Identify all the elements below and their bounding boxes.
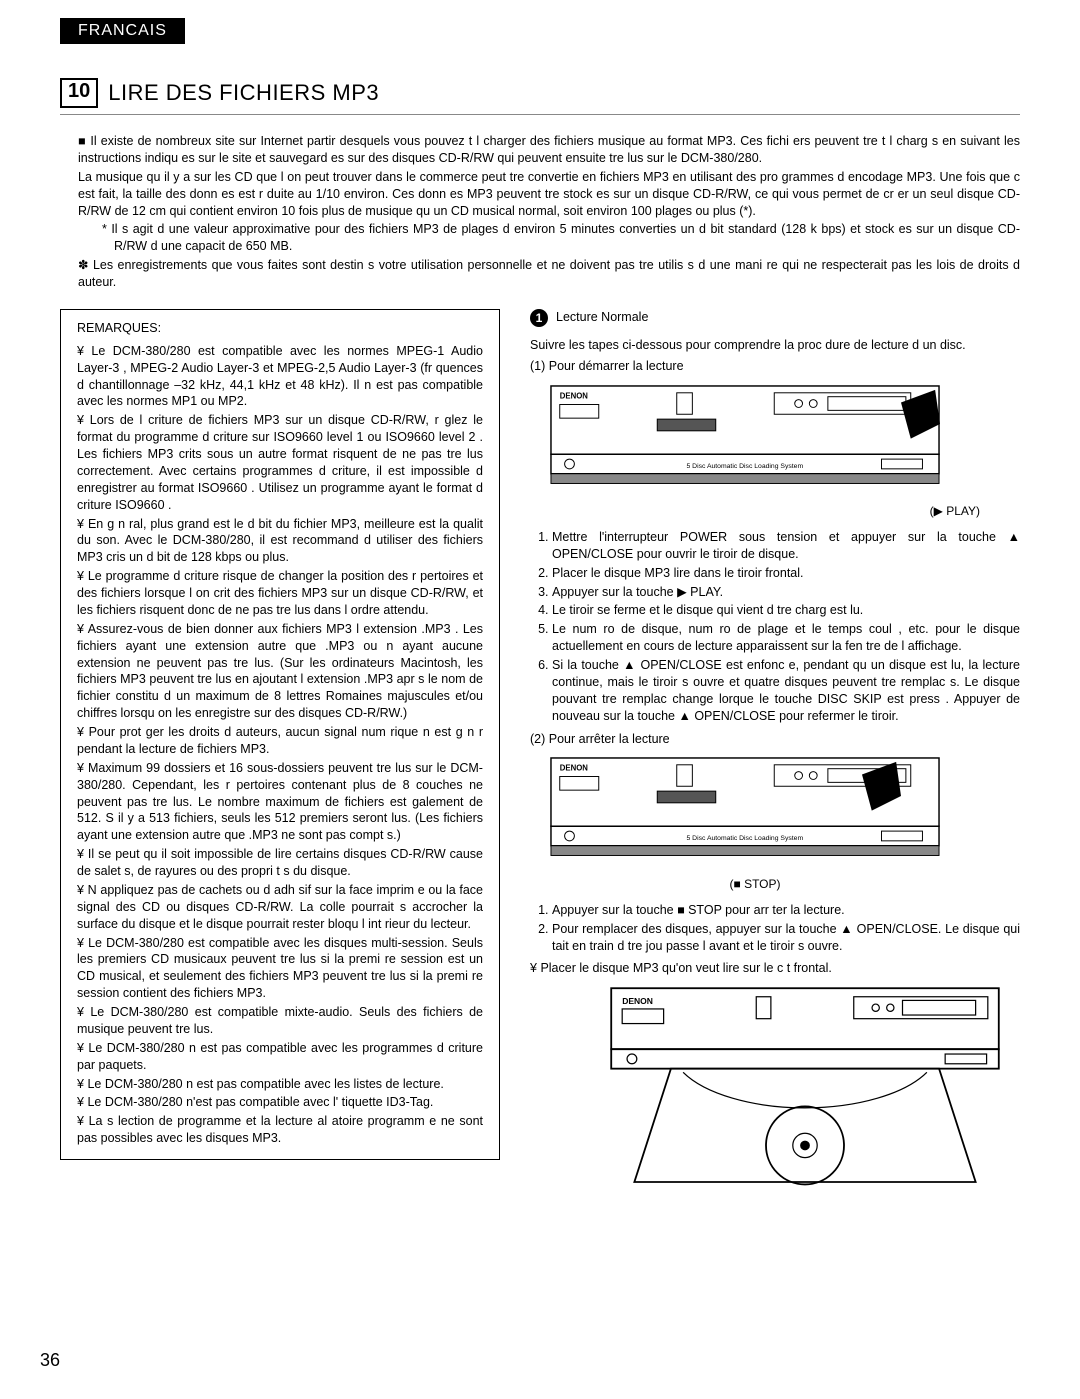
substep-2-label: (2) Pour arrêter la lecture <box>530 731 1020 748</box>
remark-item: En g n ral, plus grand est le d bit du f… <box>77 516 483 567</box>
intro-star-note: * Il s agit d une valeur approximative p… <box>114 221 1020 255</box>
intro-p1b: La musique qu il y a sur les CD que l on… <box>78 169 1020 220</box>
step-item: Placer le disque MP3 lire dans le tiroir… <box>552 565 1020 582</box>
remark-item: Le DCM-380/280 est compatible avec les n… <box>77 343 483 411</box>
step-item: Appuyer sur la touche ▶ PLAY. <box>552 584 1020 601</box>
svg-text:DENON: DENON <box>622 996 653 1006</box>
right-step-title: Lecture Normale <box>556 309 648 326</box>
remark-item: Lors de l criture de fichiers MP3 sur un… <box>77 412 483 513</box>
intro-block: Il existe de nombreux site sur Internet … <box>78 133 1020 291</box>
remark-item: Assurez-vous de bien donner aux fichiers… <box>77 621 483 722</box>
extra-note: Placer le disque MP3 qu'on veut lire sur… <box>530 960 1020 977</box>
remark-item: Il se peut qu il soit impossible de lire… <box>77 846 483 880</box>
svg-text:5 Disc Automatic Disc Loading: 5 Disc Automatic Disc Loading System <box>687 463 804 470</box>
remark-item: Maximum 99 dossiers et 16 sous-dossiers … <box>77 760 483 844</box>
device-figure-tray: DENON <box>610 987 1000 1211</box>
svg-text:5 Disc Automatic Disc Loading: 5 Disc Automatic Disc Loading System <box>687 835 804 842</box>
steps-list-2: Appuyer sur la touche ■ STOP pour arr te… <box>534 902 1020 955</box>
caption-stop: (■ STOP) <box>530 876 980 892</box>
step-item: Mettre l'interrupteur POWER sous tension… <box>552 529 1020 563</box>
step-item: Le num ro de disque, num ro de plage et … <box>552 621 1020 655</box>
caption-play: (▶ PLAY) <box>530 503 980 519</box>
language-tab: FRANCAIS <box>60 18 185 44</box>
remark-item: N appliquez pas de cachets ou d adh sif … <box>77 882 483 933</box>
step-item: Appuyer sur la touche ■ STOP pour arr te… <box>552 902 1020 919</box>
remark-item: Le DCM-380/280 est compatible avec les d… <box>77 935 483 1003</box>
device-figure-play: DENON 5 Disc Automatic Disc Loading Syst… <box>550 385 1000 497</box>
remark-item: Le DCM-380/280 n est pas compatible avec… <box>77 1040 483 1074</box>
page-number: 36 <box>40 1350 60 1371</box>
remarks-title: REMARQUES: <box>77 320 483 337</box>
right-lead-desc: Suivre les tapes ci-dessous pour compren… <box>530 337 1020 354</box>
svg-text:DENON: DENON <box>560 764 589 773</box>
remark-item: Pour prot ger les droits d auteurs, aucu… <box>77 724 483 758</box>
remark-item: Le DCM-380/280 n'est pas compatible avec… <box>77 1094 483 1111</box>
intro-p2: Les enregistrements que vous faites sont… <box>78 257 1020 291</box>
step-item: Pour remplacer des disques, appuyer sur … <box>552 921 1020 955</box>
remark-item: La s lection de programme et la lecture … <box>77 1113 483 1147</box>
remark-item: Le DCM-380/280 n est pas compatible avec… <box>77 1076 483 1093</box>
step-item: Le tiroir se ferme et le disque qui vien… <box>552 602 1020 619</box>
substep-1-label: (1) Pour démarrer la lecture <box>530 358 1020 375</box>
remark-item: Le programme d criture risque de changer… <box>77 568 483 619</box>
step-item: Si la touche ▲ OPEN/CLOSE est enfonc e, … <box>552 657 1020 725</box>
intro-p1: Il existe de nombreux site sur Internet … <box>78 133 1020 167</box>
steps-list-1: Mettre l'interrupteur POWER sous tension… <box>534 529 1020 725</box>
svg-text:DENON: DENON <box>560 391 589 400</box>
device-figure-stop: DENON 5 Disc Automatic Disc Loading Syst… <box>550 757 1000 869</box>
remarks-box: REMARQUES: Le DCM-380/280 est compatible… <box>60 309 500 1160</box>
right-step-number: 1 <box>530 309 548 327</box>
section-number-box: 10 <box>60 78 98 108</box>
remark-item: Le DCM-380/280 est compatible mixte-audi… <box>77 1004 483 1038</box>
title-separator <box>60 114 1020 115</box>
section-title: LIRE DES FICHIERS MP3 <box>108 80 379 106</box>
